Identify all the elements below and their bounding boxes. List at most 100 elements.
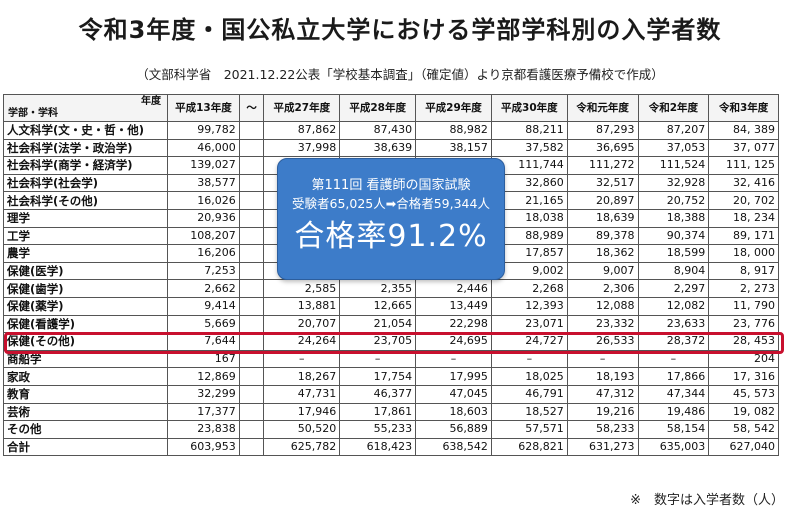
value-cell: 18,193 — [566, 367, 639, 386]
value-cell: 38,157 — [415, 138, 492, 158]
value-cell: – — [415, 349, 492, 369]
value-cell: 58, 542 — [708, 420, 779, 439]
value-cell: 45, 573 — [708, 384, 779, 404]
value-cell: 18,025 — [490, 367, 568, 386]
value-cell: 28,372 — [637, 332, 710, 351]
value-cell: – — [339, 349, 417, 369]
value-cell: 2,585 — [263, 279, 341, 298]
gap-cell — [238, 437, 265, 457]
value-cell: 37,053 — [637, 138, 710, 158]
column-header: 平成29年度 — [415, 94, 492, 122]
value-cell: 16,026 — [167, 191, 240, 210]
table-row: 保健(薬学) 9,414 13,881 12,665 13,449 12,393 12,08… — [2, 296, 779, 316]
value-cell: 12,082 — [637, 296, 710, 316]
table-row: 保健(看護学) 5,669 20,707 21,054 22,298 23,071 23,3… — [2, 314, 779, 334]
dept-cell: 社会科学(法学・政治学) — [2, 138, 169, 158]
dept-cell: 農学 — [2, 244, 169, 263]
gap-cell — [238, 244, 265, 263]
value-cell: 17,377 — [167, 402, 240, 422]
value-cell: 19,216 — [566, 402, 639, 422]
value-cell: 24,727 — [490, 332, 568, 351]
value-cell: 23, 776 — [708, 314, 779, 334]
value-cell: 9,007 — [566, 261, 639, 281]
column-header: 平成30年度 — [490, 94, 568, 122]
value-cell: 17,754 — [339, 367, 417, 386]
value-cell: 23,705 — [339, 332, 417, 351]
dept-cell: 教育 — [2, 384, 169, 404]
corner-dept-label: 学部・学科 — [8, 108, 58, 119]
value-cell: 37,582 — [490, 138, 568, 158]
gap-cell — [238, 156, 265, 175]
value-cell: 13,881 — [263, 296, 341, 316]
value-cell: 38,577 — [167, 173, 240, 193]
table-row: 人文科学(文・史・哲・他) 99,782 87,862 87,430 88,982 88,… — [2, 121, 779, 140]
value-cell: 32,299 — [167, 384, 240, 404]
value-cell: 88,982 — [415, 121, 492, 140]
value-cell: 46,377 — [339, 384, 417, 404]
table-row: 家政 12,869 18,267 17,754 17,995 18,025 18,193 17… — [2, 367, 779, 386]
dept-cell: 保健(看護学) — [2, 314, 169, 334]
gap-cell — [238, 402, 265, 422]
dept-cell: 芸術 — [2, 402, 169, 422]
value-cell: 84, 389 — [708, 121, 779, 140]
value-cell: 19, 082 — [708, 402, 779, 422]
value-cell: 2,446 — [415, 279, 492, 298]
dept-cell: 工学 — [2, 226, 169, 246]
column-header: 平成28年度 — [339, 94, 417, 122]
dept-cell: 合計 — [2, 437, 169, 457]
value-cell: 627,040 — [708, 437, 779, 457]
gap-cell — [238, 332, 265, 351]
value-cell: 87,430 — [339, 121, 417, 140]
value-cell: 13,449 — [415, 296, 492, 316]
table-header-row: 年度 学部・学科 平成13年度〜平成27年度 平成28年度 平成29年度 平成30年度… — [2, 94, 779, 122]
dept-cell: 保健(薬学) — [2, 296, 169, 316]
value-cell: 9,414 — [167, 296, 240, 316]
value-cell: 12,665 — [339, 296, 417, 316]
value-cell: 32,517 — [566, 173, 639, 193]
value-cell: 11, 790 — [708, 296, 779, 316]
value-cell: 17,995 — [415, 367, 492, 386]
value-cell: 21,054 — [339, 314, 417, 334]
source-note: （文部科学省 2021.12.22公表「学校基本調査」（確定値）より京都看護医療… — [136, 67, 664, 82]
value-cell: 17,866 — [637, 367, 710, 386]
gap-cell — [238, 384, 265, 404]
value-cell: 89,378 — [566, 226, 639, 246]
value-cell: 635,003 — [637, 437, 710, 457]
table-corner-cell: 年度 学部・学科 — [2, 94, 169, 122]
value-cell: 17, 316 — [708, 367, 779, 386]
value-cell: 20,897 — [566, 191, 639, 210]
table-row: その他 23,838 50,520 55,233 56,889 57,571 58,233 5… — [2, 420, 779, 439]
value-cell: 7,644 — [167, 332, 240, 351]
dept-cell: 社会科学(その他) — [2, 191, 169, 210]
value-cell: 18, 234 — [708, 208, 779, 228]
value-cell: 56,889 — [415, 420, 492, 439]
table-row: 商船学 167– – – – – –204 — [2, 349, 779, 369]
dept-cell: 社会科学(商学・経済学) — [2, 156, 169, 175]
value-cell: 18,388 — [637, 208, 710, 228]
value-cell: 17,861 — [339, 402, 417, 422]
dept-cell: 保健(医学) — [2, 261, 169, 281]
gap-cell — [238, 191, 265, 210]
value-cell: 12,869 — [167, 367, 240, 386]
value-cell: 17,946 — [263, 402, 341, 422]
value-cell: 87,862 — [263, 121, 341, 140]
value-cell: 628,821 — [490, 437, 568, 457]
value-cell: 58,154 — [637, 420, 710, 439]
value-cell: 23,838 — [167, 420, 240, 439]
value-cell: 108,207 — [167, 226, 240, 246]
table-row: 社会科学(法学・政治学) 46,000 37,998 38,639 38,157 37,5… — [2, 138, 779, 158]
value-cell: 5,669 — [167, 314, 240, 334]
value-cell: 36,695 — [566, 138, 639, 158]
value-cell: – — [490, 349, 568, 369]
value-cell: 139,027 — [167, 156, 240, 175]
column-header: 〜 — [238, 94, 265, 122]
callout-examinees: 受験者65,025人➡合格者59,344人 — [292, 196, 490, 211]
value-cell: 18,603 — [415, 402, 492, 422]
page-title: 令和3年度・国公私立大学における学部学科別の入学者数 — [78, 16, 722, 44]
value-cell: 2,355 — [339, 279, 417, 298]
value-cell: 23,633 — [637, 314, 710, 334]
value-cell: 20,707 — [263, 314, 341, 334]
dept-cell: 商船学 — [2, 349, 169, 369]
value-cell: 24,695 — [415, 332, 492, 351]
footnote: ※ 数字は入学者数（人） — [630, 493, 784, 508]
